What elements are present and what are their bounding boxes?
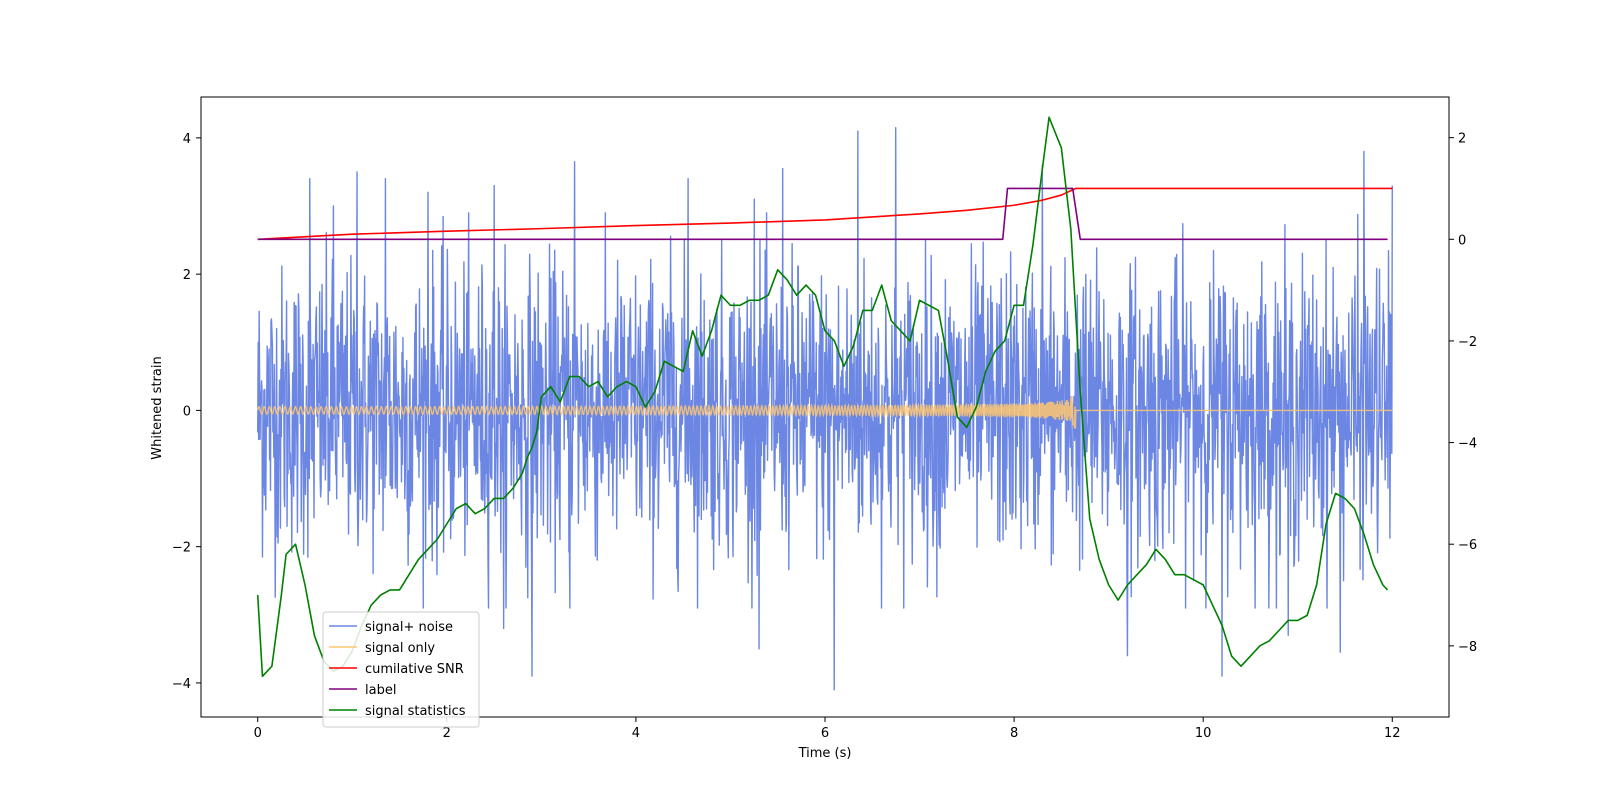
x-tick-label: 2 — [443, 726, 451, 741]
legend-entry: signal+ noise — [365, 620, 453, 635]
legend-entry: cumilative SNR — [365, 662, 464, 677]
y-axis-label: Whitened strain — [150, 356, 165, 459]
y-right-tick-label: −6 — [1458, 538, 1477, 553]
y-right-tick-label: −8 — [1458, 640, 1477, 655]
x-tick-label: 0 — [254, 726, 262, 741]
y-right-tick-label: −4 — [1458, 437, 1477, 452]
series-signal-only — [257, 396, 1393, 429]
y-axis-right: −8 −6 −4 −2 0 2 — [1449, 132, 1477, 655]
y-left-tick-label: 2 — [183, 268, 191, 283]
x-tick-label: 12 — [1384, 726, 1401, 741]
legend-entry: signal only — [365, 641, 435, 656]
y-left-tick-label: −4 — [172, 677, 191, 692]
y-right-tick-label: 0 — [1458, 233, 1466, 248]
y-right-tick-label: −2 — [1458, 335, 1477, 350]
x-tick-label: 8 — [1010, 726, 1018, 741]
legend-entry: label — [365, 683, 396, 698]
x-tick-label: 4 — [632, 726, 640, 741]
series-signal-plus-noise — [257, 126, 1393, 691]
legend-entry: signal statistics — [365, 704, 466, 719]
x-tick-label: 6 — [821, 726, 829, 741]
plot-area — [256, 116, 1393, 691]
series-signal-statistics — [256, 116, 1389, 678]
legend-box — [322, 611, 480, 728]
y-left-tick-label: −2 — [172, 541, 191, 556]
y-left-tick-label: 4 — [183, 132, 191, 147]
series-cumilative-snr — [257, 187, 1393, 241]
legend: signal+ noise signal only cumilative SNR la… — [322, 611, 480, 728]
y-left-tick-label: 0 — [183, 404, 191, 419]
y-axis-left: −4 −2 0 2 4 — [172, 132, 201, 692]
x-axis-label: Time (s) — [798, 746, 852, 761]
y-right-tick-label: 2 — [1458, 132, 1466, 147]
x-tick-label: 10 — [1195, 726, 1212, 741]
